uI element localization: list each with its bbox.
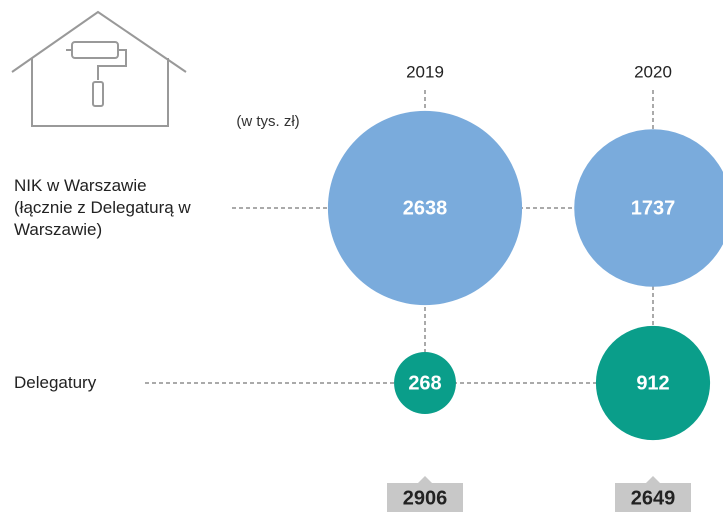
total-pointer [418, 476, 432, 483]
column-label: 2019 [406, 62, 444, 81]
bubble [327, 110, 523, 306]
bubble [574, 129, 723, 287]
bubble [595, 325, 711, 441]
row-label: Delegatury [14, 373, 97, 392]
bubble-label: 1737 [631, 197, 676, 219]
row-label: NIK w Warszawie (łącznie z Delegaturą w … [14, 176, 191, 239]
total-box [387, 483, 463, 512]
bubble-label: 268 [408, 372, 441, 394]
bubble [394, 352, 456, 414]
house-icon [11, 10, 187, 127]
total-label: 2649 [631, 487, 676, 509]
bubble-label: 2638 [403, 197, 448, 219]
total-box [615, 483, 691, 512]
column-label: 2020 [634, 62, 672, 81]
bubble-label: 912 [636, 372, 669, 394]
total-pointer [646, 476, 660, 483]
unit-label: (w tys. zł) [236, 113, 299, 130]
total-label: 2906 [403, 487, 448, 509]
